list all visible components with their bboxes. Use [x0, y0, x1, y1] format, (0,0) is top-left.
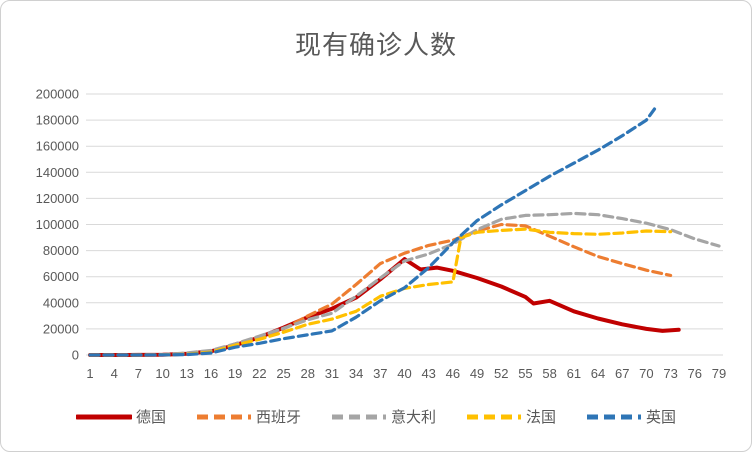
y-axis-label: 160000: [36, 139, 79, 154]
x-axis-label: 58: [542, 366, 556, 381]
x-axis-label: 67: [615, 366, 629, 381]
legend-item-germany[interactable]: 德国: [75, 406, 166, 427]
x-axis-label: 16: [204, 366, 218, 381]
series-line-italy[interactable]: [88, 211, 721, 357]
series-line-germany[interactable]: [88, 257, 681, 357]
x-axis-label: 13: [180, 366, 194, 381]
x-axis-label: 70: [639, 366, 653, 381]
legend-swatch-germany: [75, 414, 132, 419]
x-axis-label: 37: [373, 366, 387, 381]
x-axis-label: 79: [712, 366, 726, 381]
x-axis-label: 28: [301, 366, 315, 381]
y-axis-label: 60000: [43, 269, 79, 284]
legend-label-italy: 意大利: [390, 409, 436, 426]
legend-swatch-spain: [196, 414, 251, 419]
x-axis-label: 1: [86, 366, 93, 381]
legend-label-germany: 德国: [135, 409, 166, 426]
plot-area: 0 20000 40000 60000 80000 100000 120000 140000 1…: [36, 87, 727, 382]
series-line-france[interactable]: [88, 227, 673, 357]
x-axis-label: 73: [663, 366, 677, 381]
x-axis-label: 55: [518, 366, 532, 381]
series-line-spain[interactable]: [88, 222, 673, 357]
y-axis-label: 140000: [36, 165, 79, 180]
legend-label-france: 法国: [526, 409, 557, 426]
series-line-uk[interactable]: [88, 107, 657, 357]
chart-title: 现有确诊人数: [294, 30, 457, 60]
x-axis-label: 10: [155, 366, 169, 381]
x-axis-label: 52: [494, 366, 508, 381]
x-axis-label: 40: [397, 366, 411, 381]
legend-swatch-italy: [331, 414, 386, 419]
x-axis-label: 61: [567, 366, 581, 381]
legend-label-spain: 西班牙: [255, 409, 301, 426]
x-axis-label: 25: [276, 366, 290, 381]
x-axis-label: 76: [688, 366, 702, 381]
legend-item-france[interactable]: 法国: [466, 406, 556, 427]
x-axis-label: 34: [349, 366, 363, 381]
y-axis-label: 100000: [36, 217, 79, 232]
x-axis-label: 19: [228, 366, 242, 381]
y-axis-label: 80000: [43, 243, 79, 258]
x-axis-label: 22: [252, 366, 266, 381]
x-axis-label: 64: [591, 366, 605, 381]
y-axis-label: 200000: [36, 87, 79, 102]
y-axis-label: 180000: [36, 113, 79, 128]
x-axis-label: 43: [421, 366, 435, 381]
y-axis-label: 120000: [36, 191, 79, 206]
legend-label-uk: 英国: [646, 409, 677, 426]
x-axis-label: 4: [111, 366, 118, 381]
y-axis-label: 20000: [43, 321, 79, 336]
x-axis-label: 49: [470, 366, 484, 381]
legend: 德国 西班牙 意大利 法国 英国: [1, 406, 751, 427]
legend-item-uk[interactable]: 英国: [586, 406, 676, 427]
legend-item-italy[interactable]: 意大利: [331, 406, 436, 427]
y-axis-label: 0: [72, 348, 79, 363]
x-axis-label: 7: [135, 366, 142, 381]
x-axis-label: 31: [325, 366, 339, 381]
legend-swatch-france: [467, 414, 521, 419]
y-axis-label: 40000: [43, 295, 79, 310]
x-axis-label: 46: [446, 366, 460, 381]
legend-item-spain[interactable]: 西班牙: [196, 406, 301, 427]
legend-swatch-uk: [587, 414, 642, 419]
